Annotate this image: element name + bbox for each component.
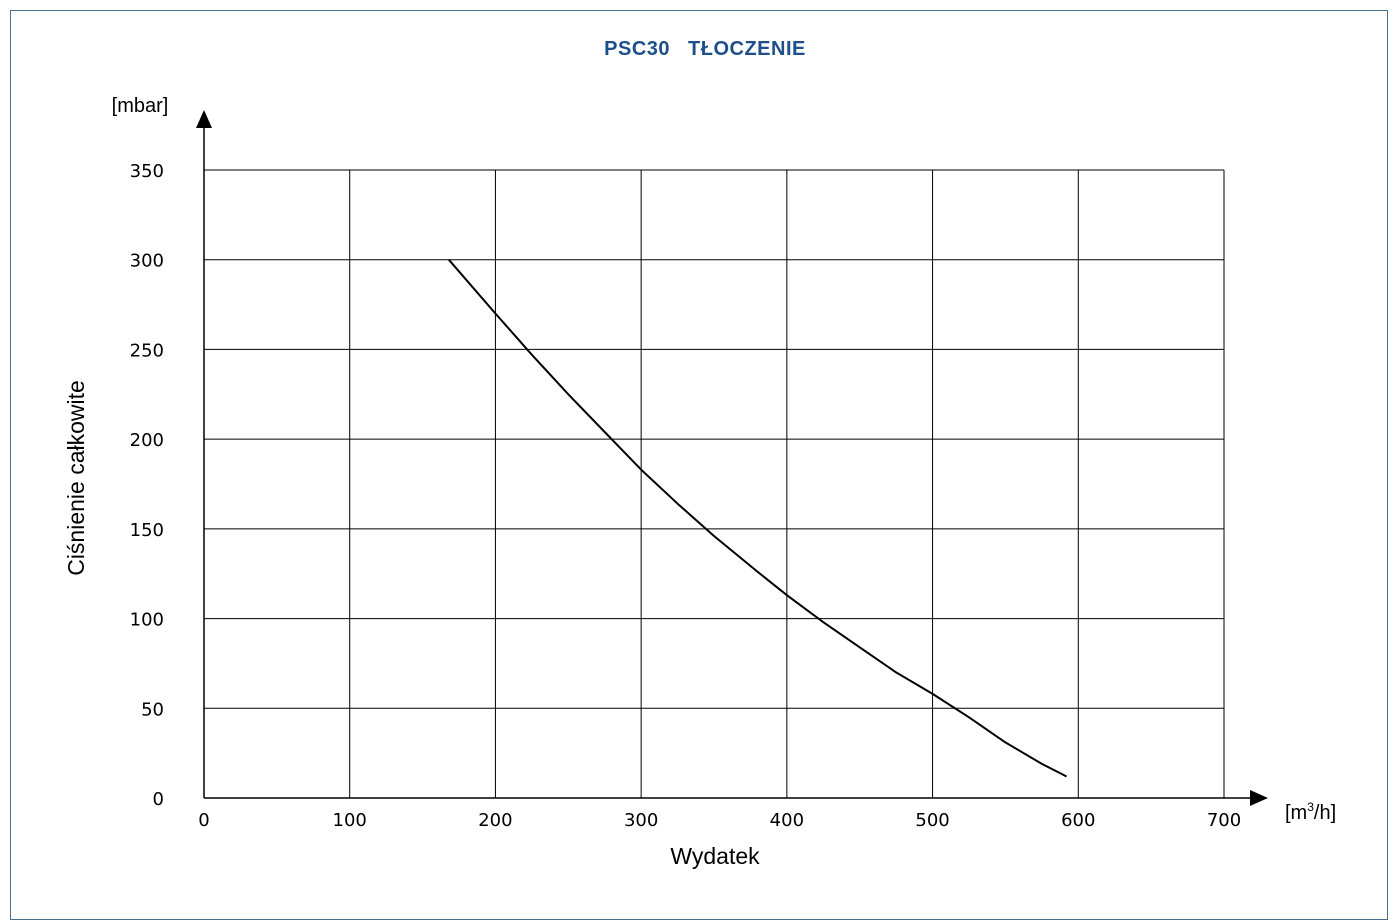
x-unit-exp: 3 xyxy=(1307,800,1314,814)
y-unit-label: [mbar] xyxy=(112,95,169,117)
x-axis-title: Wydatek xyxy=(670,843,760,869)
y-tick-label: 50 xyxy=(141,699,164,720)
y-tick-label: 200 xyxy=(130,430,164,451)
chart-title-mode: TŁOCZENIE xyxy=(688,38,806,60)
x-tick-label: 500 xyxy=(915,810,949,831)
x-tick-label: 600 xyxy=(1061,810,1095,831)
x-tick-label: 100 xyxy=(333,810,367,831)
chart-title-model: PSC30 xyxy=(604,38,671,60)
x-unit-tail: /h] xyxy=(1314,802,1336,824)
y-tick-label: 0 xyxy=(153,789,164,810)
series-group xyxy=(448,259,1068,778)
tick-labels: 0 100 200 300 400 500 600 700 0 50 100 150 200 250 300… xyxy=(130,161,1242,831)
y-axis-title: Ciśnienie całkowite xyxy=(63,380,89,576)
y-tick-label: 150 xyxy=(130,520,164,541)
x-unit-base: [m xyxy=(1285,802,1307,824)
y-tick-label: 250 xyxy=(130,340,164,361)
grid xyxy=(204,169,1225,798)
series-line xyxy=(448,259,1068,778)
x-axis-arrow xyxy=(1250,790,1268,806)
chart-title: PSC30 TŁOCZENIE xyxy=(0,38,1390,61)
x-unit-label: [m3/h] xyxy=(1285,800,1336,824)
y-tick-label: 350 xyxy=(130,161,164,182)
x-tick-label: 300 xyxy=(624,810,658,831)
x-tick-label: 200 xyxy=(478,810,512,831)
x-tick-label: 0 xyxy=(198,810,209,831)
x-tick-label: 700 xyxy=(1207,810,1241,831)
x-tick-label: 400 xyxy=(770,810,804,831)
y-axis-arrow xyxy=(196,110,212,128)
y-tick-label: 100 xyxy=(130,610,164,631)
y-tick-label: 300 xyxy=(130,251,164,272)
axes xyxy=(196,110,1268,806)
